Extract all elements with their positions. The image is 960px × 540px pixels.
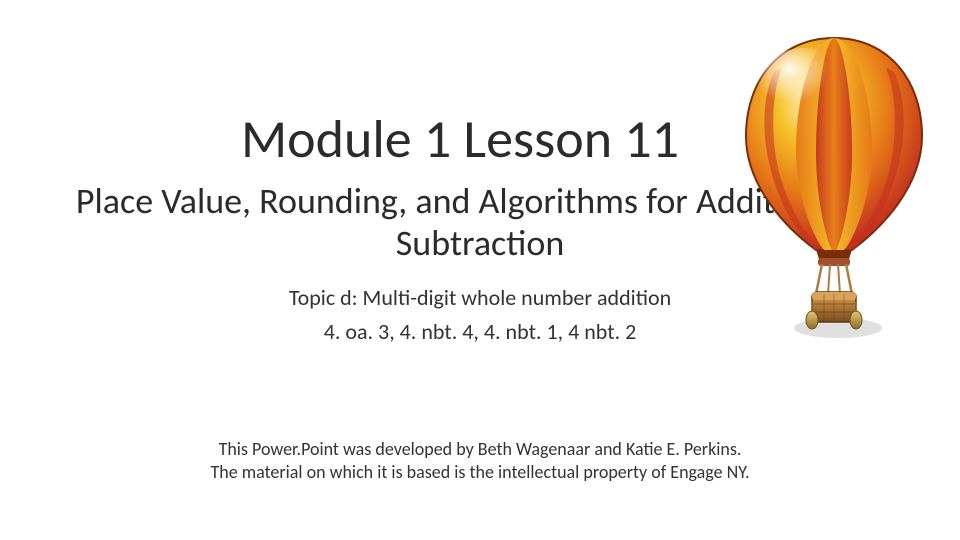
hot-air-balloon-icon [734,32,934,342]
credit-line-1: This Power.Point was developed by Beth W… [0,438,960,461]
slide: Module 1 Lesson 11 Place Value, Rounding… [0,0,960,540]
credit-line-2: The material on which it is based is the… [0,461,960,484]
